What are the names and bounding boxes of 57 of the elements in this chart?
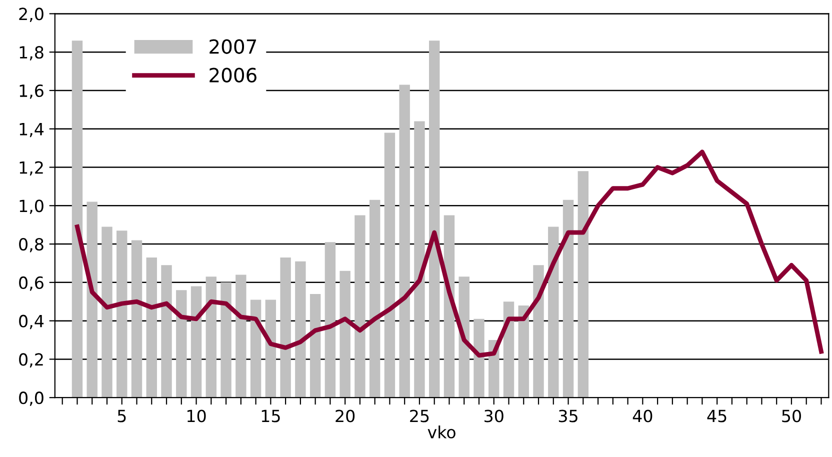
x-tick-label: 35 — [558, 410, 578, 422]
x-axis-title: vko — [428, 426, 456, 438]
bar — [518, 305, 529, 398]
bar — [474, 318, 484, 398]
bar — [86, 202, 98, 398]
bar — [562, 200, 574, 398]
bar — [176, 290, 187, 398]
x-tick-label: 50 — [782, 410, 801, 422]
bar — [250, 300, 262, 398]
y-tick-label: 2,0 — [19, 8, 44, 22]
y-tick-label: 0,8 — [19, 238, 44, 252]
x-tick-label: 40 — [632, 410, 652, 422]
bar — [399, 84, 410, 398]
bar — [131, 240, 142, 398]
bar — [190, 286, 202, 398]
x-tick-label: 5 — [118, 410, 126, 422]
y-tick-label: 1,8 — [20, 46, 44, 60]
bar — [503, 302, 514, 398]
y-tick-label: 0,0 — [19, 392, 44, 406]
bar — [340, 270, 350, 398]
bar — [428, 40, 440, 398]
bar — [384, 132, 396, 398]
bar — [206, 276, 217, 398]
bar — [295, 261, 306, 398]
y-tick-label: 1,4 — [20, 123, 44, 138]
x-tick-label: 45 — [707, 410, 726, 422]
y-tick-label: 1,0 — [20, 200, 44, 214]
x-tick-label: 15 — [262, 410, 280, 422]
legend-label: 2007 — [210, 39, 256, 54]
bar — [220, 282, 232, 398]
bar — [354, 215, 366, 398]
bar — [116, 230, 128, 398]
bar — [72, 40, 83, 398]
legend-label: 2006 — [210, 68, 256, 82]
bar — [533, 265, 544, 398]
bar — [369, 200, 380, 398]
x-tick-label: 10 — [188, 410, 206, 422]
bar — [280, 257, 291, 398]
bar — [310, 294, 321, 398]
bar — [236, 274, 246, 398]
y-tick-label: 1,2 — [20, 161, 43, 176]
y-tick-label: 0,4 — [19, 314, 44, 330]
x-tick-label: 25 — [410, 410, 429, 422]
bar — [548, 226, 559, 398]
bar — [324, 242, 336, 398]
bar — [146, 257, 157, 398]
bar — [161, 265, 172, 398]
y-tick-label: 0,6 — [19, 276, 44, 291]
x-tick-label: 20 — [336, 410, 355, 422]
bar — [102, 226, 112, 398]
bar — [578, 171, 589, 398]
line-series — [75, 150, 824, 358]
y-tick-label: 1,6 — [20, 84, 44, 99]
bar — [265, 300, 276, 398]
y-tick-label: 0,2 — [19, 353, 43, 368]
bar — [414, 121, 425, 398]
x-tick-label: 30 — [484, 410, 504, 422]
